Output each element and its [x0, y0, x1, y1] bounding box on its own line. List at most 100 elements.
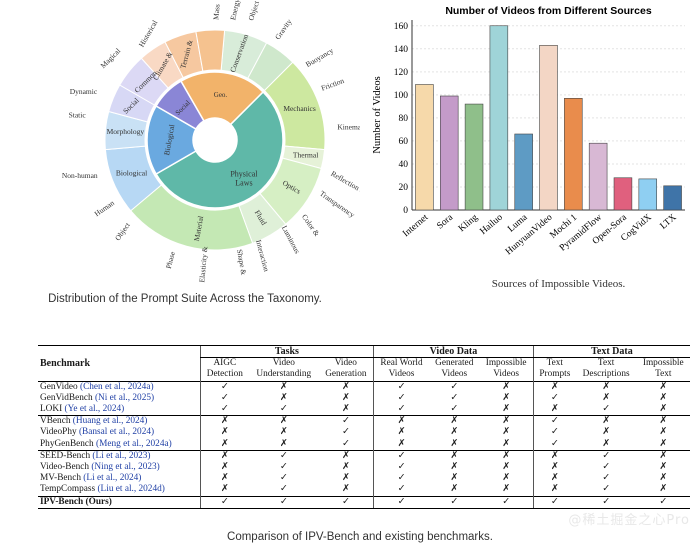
cross-mark: ✗	[279, 427, 288, 438]
cross-mark: ✗	[450, 462, 459, 473]
benchmark-name: MV-Bench (Li et al., 2024)	[40, 473, 142, 484]
check-mark: ✓	[341, 427, 350, 438]
citation-link[interactable]: (Bansal et al., 2024)	[76, 427, 155, 438]
y-tick-label: 60	[399, 137, 409, 147]
group-text-data-header: Text Data	[532, 344, 690, 359]
benchmark-comparison-table: Benchmark Tasks Video Data Text Data AIG…	[38, 344, 690, 509]
citation-link[interactable]: (Li et al., 2024)	[80, 473, 142, 484]
check-mark: ✓	[341, 438, 350, 449]
subcol-header: AIGC Detection	[199, 357, 249, 382]
cross-mark: ✗	[659, 404, 668, 415]
inner-segment	[155, 90, 284, 209]
check-mark: ✓	[532, 495, 576, 509]
citation-link[interactable]: (Li et al., 2023)	[90, 450, 151, 461]
inner-label-physical: Physical	[230, 169, 258, 178]
cross-mark: ✗	[575, 415, 637, 428]
table-row: Video-Bench (Ning et al., 2023) ✗ ✓ ✗ ✓ ✗ ✗ ✗ ✓ ✗	[38, 462, 690, 474]
cross-mark: ✗	[341, 484, 350, 495]
x-axis-label: Sources of Impossible Videos.	[492, 278, 626, 290]
table-row: LOKI (Ye et al., 2024) ✓ ✓ ✗ ✓ ✓ ✗ ✗ ✓ ✗	[38, 404, 690, 416]
table-row: VBench (Huang et al., 2024) ✗ ✗ ✓ ✗ ✗ ✗ ✓ ✗ ✗	[38, 415, 690, 428]
outer-phase: Phase	[164, 250, 177, 270]
cross-mark: ✗	[636, 449, 690, 463]
inner-label-laws: Laws	[235, 178, 252, 187]
check-mark: ✓	[199, 495, 249, 509]
cross-mark: ✗	[602, 438, 611, 449]
benchmark-name: GenVidBench (Ni et al., 2025)	[40, 392, 155, 403]
outer-human: Human	[93, 198, 116, 218]
citation-link[interactable]: (Huang et al., 2024)	[70, 416, 148, 427]
check-mark: ✓	[532, 415, 576, 428]
check-mark: ✓	[429, 380, 480, 393]
outer-shape: Shape &	[235, 249, 248, 276]
cross-mark: ✗	[659, 484, 668, 495]
outer-buoyancy: Buoyancy	[304, 46, 335, 69]
outer-object-perm: Object	[246, 0, 261, 22]
group-tasks-header: Tasks	[199, 344, 374, 359]
cross-mark: ✗	[341, 473, 350, 484]
cross-mark: ✗	[199, 484, 249, 497]
check-mark: ✓	[248, 495, 319, 509]
outer-gravity: Gravity	[273, 17, 294, 41]
cross-mark: ✗	[199, 438, 249, 451]
table-row: MV-Bench (Li et al., 2024) ✗ ✓ ✗ ✓ ✗ ✗ ✗ ✓ ✗	[38, 473, 690, 485]
citation-link[interactable]: (Chen et al., 2024a)	[77, 381, 154, 392]
check-mark: ✓	[372, 484, 430, 497]
outer-magical: Magical	[99, 46, 123, 70]
cross-mark: ✗	[659, 427, 668, 438]
table-row: GenVideo (Chen et al., 2024a) ✓ ✗ ✗ ✓ ✓ ✗ ✗ ✗ ✗	[38, 380, 690, 393]
citation-link[interactable]: (Meng et al., 2024a)	[93, 438, 172, 449]
bar	[415, 84, 434, 211]
col-benchmark-header: Benchmark	[38, 345, 201, 382]
mid-mechanics: Mechanics	[283, 104, 316, 113]
outer-reflection: Reflection &	[329, 169, 360, 196]
cross-mark: ✗	[502, 473, 511, 484]
benchmark-name: GenVideo (Chen et al., 2024a)	[38, 380, 201, 393]
check-mark: ✓	[372, 449, 430, 463]
citation-link[interactable]: (Liu et al., 2024d)	[95, 484, 165, 495]
outer-energy: Energy	[228, 0, 241, 21]
subcol-header: Generated Videos	[435, 358, 474, 380]
citation-link[interactable]: (Ni et al., 2025)	[92, 392, 155, 403]
check-mark: ✓	[479, 495, 534, 509]
table-row: PhyGenBench (Meng et al., 2024a) ✗ ✗ ✓ ✗ ✗ ✗ ✓ ✗…	[38, 438, 690, 451]
benchmark-name: VBench (Huang et al., 2024)	[38, 415, 201, 428]
check-mark: ✓	[429, 495, 480, 509]
bar	[464, 103, 484, 211]
subcol-header: Video Generation	[325, 358, 367, 380]
cross-mark: ✗	[429, 415, 480, 428]
citation-link[interactable]: (Ye et al., 2024)	[62, 404, 125, 415]
mid-material: Material	[192, 215, 205, 242]
inner-label-geo: Geo.	[214, 91, 228, 99]
cross-mark: ✗	[279, 438, 288, 449]
benchmark-name: Video-Bench (Ning et al., 2023)	[40, 462, 160, 473]
x-tick-label: LTX	[659, 213, 679, 232]
cross-mark: ✗	[659, 392, 668, 403]
y-tick-label: 40	[399, 160, 409, 170]
benchmark-name: VideoPhy (Bansal et al., 2024)	[40, 427, 155, 438]
sunburst-caption: Distribution of the Prompt Suite Across …	[48, 293, 322, 305]
y-tick-label: 140	[394, 45, 409, 55]
cross-mark: ✗	[318, 380, 374, 393]
cross-mark: ✗	[450, 438, 459, 449]
outer-dynamic: Dynamic	[70, 87, 98, 96]
check-mark: ✓	[450, 392, 459, 403]
inner-segment	[146, 104, 197, 176]
cross-mark: ✗	[532, 473, 576, 485]
cross-mark: ✗	[602, 427, 611, 438]
cross-mark: ✗	[450, 473, 459, 484]
cross-mark: ✗	[532, 380, 576, 393]
cross-mark: ✗	[532, 484, 576, 497]
outer-mass: Mass	[211, 4, 221, 21]
benchmark-name: TempCompass (Liu et al., 2024d)	[40, 484, 165, 495]
outer-static: Static	[69, 110, 87, 119]
cross-mark: ✗	[341, 462, 350, 473]
check-mark: ✓	[532, 427, 576, 439]
bar	[588, 142, 608, 211]
check-mark: ✓	[279, 484, 288, 495]
citation-link[interactable]: (Ning et al., 2023)	[89, 462, 160, 473]
y-tick-label: 160	[394, 22, 409, 32]
middle-segment	[195, 29, 226, 72]
table-row: GenVidBench (Ni et al., 2025) ✓ ✗ ✗ ✓ ✓ ✗ ✓ ✗ ✗	[38, 392, 690, 405]
outer-color: Color &	[300, 212, 322, 238]
